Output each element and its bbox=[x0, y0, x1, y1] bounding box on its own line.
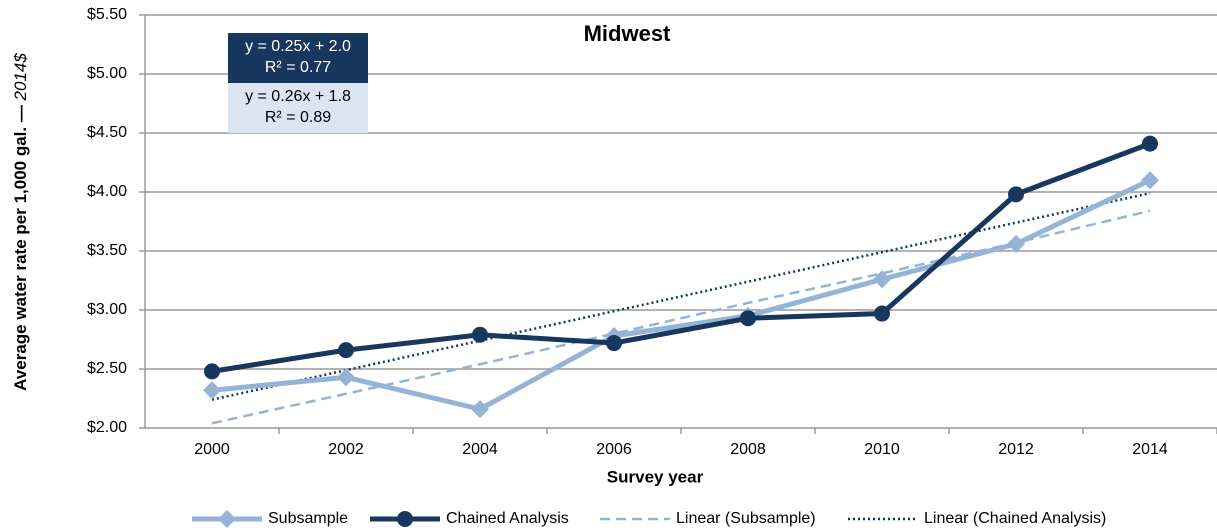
legend-label: Subsample bbox=[268, 510, 348, 527]
y-axis-title-unit: 2014$ bbox=[11, 53, 30, 102]
annotation-text: y = 0.26x + 1.8 bbox=[245, 88, 351, 105]
y-tick-label: $5.50 bbox=[87, 6, 127, 23]
y-axis-title: Average water rate per 1,000 gal. — 2014… bbox=[11, 53, 30, 391]
x-tick-label: 2002 bbox=[328, 441, 364, 458]
marker-diamond bbox=[873, 270, 891, 289]
x-tick-label: 2004 bbox=[462, 441, 498, 458]
annotation-text: R² = 0.77 bbox=[265, 59, 331, 76]
x-tick-label: 2008 bbox=[730, 441, 766, 458]
marker-circle bbox=[1008, 186, 1024, 203]
marker-circle bbox=[606, 335, 622, 352]
series-line bbox=[211, 141, 1151, 374]
x-tick-label: 2010 bbox=[864, 441, 900, 458]
x-tick-label: 2000 bbox=[194, 441, 230, 458]
y-tick-label: $4.00 bbox=[87, 183, 127, 200]
marker-diamond bbox=[218, 510, 236, 528]
marker-circle bbox=[397, 511, 413, 527]
marker-diamond bbox=[1007, 234, 1025, 253]
x-tick-label: 2006 bbox=[596, 441, 632, 458]
x-tick-label: 2014 bbox=[1132, 441, 1168, 458]
y-tick-label: $5.00 bbox=[87, 65, 127, 82]
annotation-text: R² = 0.89 bbox=[265, 109, 331, 126]
marker-diamond bbox=[203, 381, 221, 400]
legend-label: Linear (Subsample) bbox=[676, 510, 816, 527]
annotation-text: y = 0.25x + 2.0 bbox=[245, 38, 351, 55]
series-line bbox=[211, 191, 1151, 401]
annotation-box bbox=[228, 83, 368, 133]
y-tick-label: $3.50 bbox=[87, 242, 127, 259]
y-tick-label: $2.00 bbox=[87, 419, 127, 436]
marker-circle bbox=[1142, 135, 1158, 152]
y-tick-label: $2.50 bbox=[87, 360, 127, 377]
series-line bbox=[211, 177, 1152, 412]
marker-diamond bbox=[337, 368, 355, 387]
marker-circle bbox=[874, 305, 890, 322]
marker-diamond bbox=[471, 400, 489, 419]
marker-circle bbox=[204, 363, 220, 380]
chart-title: Midwest bbox=[584, 21, 671, 46]
marker-circle bbox=[472, 326, 488, 343]
x-axis-title: Survey year bbox=[607, 467, 704, 486]
y-tick-label: $4.50 bbox=[87, 124, 127, 141]
legend-label: Linear (Chained Analysis) bbox=[924, 510, 1106, 527]
y-axis-title-main: Average water rate per 1,000 gal. — bbox=[11, 105, 30, 391]
annotation-box bbox=[228, 33, 368, 83]
x-tick-label: 2012 bbox=[998, 441, 1034, 458]
y-tick-label: $3.00 bbox=[87, 301, 127, 318]
marker-diamond bbox=[1141, 171, 1159, 190]
legend-label: Chained Analysis bbox=[446, 510, 569, 527]
marker-circle bbox=[338, 342, 354, 359]
marker-circle bbox=[740, 310, 756, 327]
